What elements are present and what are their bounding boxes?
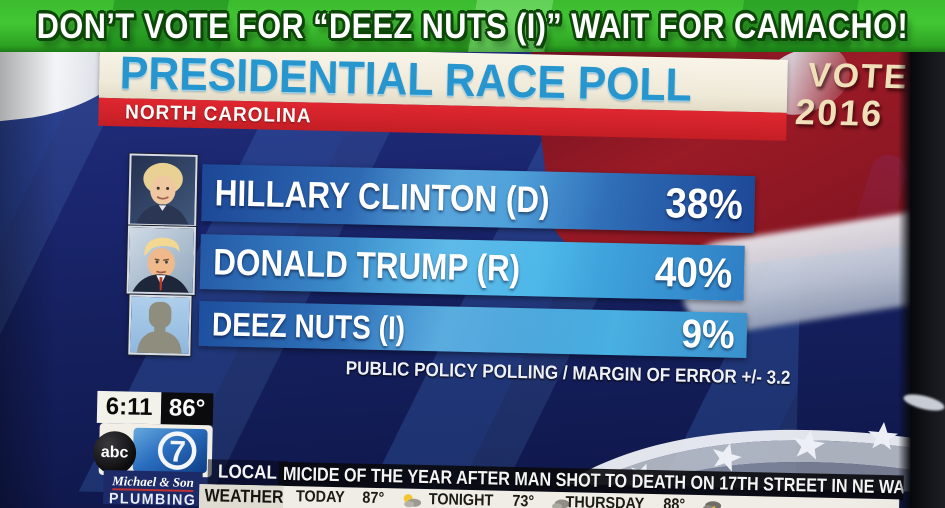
forecast-today: TODAY 87°: [293, 486, 424, 508]
storm-cloud-icon: [701, 498, 725, 508]
vote-badge-line2: 2016: [793, 91, 885, 134]
forecast-tonight: TONIGHT 73°: [425, 489, 573, 508]
temperature-display: 86°: [160, 392, 214, 426]
forecast-temp: 73°: [511, 492, 535, 508]
poll-row-hillary: HILLARY CLINTON (D) 38%: [201, 164, 756, 234]
abc-network-icon: abc: [92, 430, 137, 475]
forecast-label: THURSDAY: [565, 494, 645, 508]
anonymous-silhouette-photo: [128, 294, 192, 356]
meme-caption-text: DON’T VOTE FOR “DEEZ NUTS (I)” WAIT FOR …: [36, 5, 909, 46]
forecast-temp: 87°: [362, 489, 385, 508]
donald-trump-photo: [126, 225, 197, 295]
time-display: 6:11: [96, 390, 162, 425]
abc7-logo: 7 abc: [92, 422, 213, 478]
forecast-label: TONIGHT: [428, 491, 494, 508]
sponsor-name: Michael & Son: [111, 473, 194, 492]
cloudy-icon: [549, 494, 573, 508]
channel-7-icon: 7: [132, 427, 208, 474]
candidate-percent: 38%: [664, 178, 744, 228]
meme-caption-banner: DON’T VOTE FOR “DEEZ NUTS (I)” WAIT FOR …: [0, 0, 945, 52]
sponsor-bug: Michael & Son PLUMBING: [103, 470, 203, 508]
segment-label-local: LOCAL: [207, 459, 288, 487]
partly-sunny-icon: [399, 491, 423, 508]
candidate-name: DONALD TRUMP (R): [212, 240, 521, 289]
candidate-percent: 40%: [654, 247, 733, 297]
forecast-temp: 88°: [663, 496, 686, 508]
candidate-name: DEEZ NUTS (I): [211, 304, 406, 347]
poll-location: NORTH CAROLINA: [124, 100, 312, 127]
tv-bezel: [898, 0, 945, 508]
forecast-label: TODAY: [295, 488, 345, 507]
forecast-thursday: THURSDAY 88°: [561, 492, 725, 508]
candidate-name: HILLARY CLINTON (D): [214, 171, 551, 221]
candidate-percent: 9%: [681, 311, 736, 357]
svg-text:7: 7: [169, 435, 186, 468]
tv-screen: PRESIDENTIAL RACE POLL NORTH CAROLINA VO…: [0, 29, 945, 508]
segment-label-weather: WEATHER: [198, 484, 284, 508]
hillary-clinton-photo: [128, 153, 198, 227]
sponsor-service: PLUMBING: [108, 490, 197, 508]
weather-strip: WEATHER TODAY 87° TONIGHT 73°: [198, 484, 900, 508]
